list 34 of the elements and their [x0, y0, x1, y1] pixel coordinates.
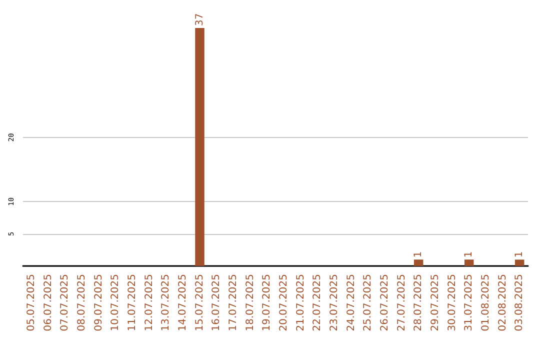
data-label: 1	[413, 251, 424, 258]
x-tick-label: 25.07.2025	[362, 274, 374, 332]
x-tick-label: 13.07.2025	[160, 274, 172, 332]
x-tick-label: 15.07.2025	[194, 274, 206, 332]
x-tick-label: 03.08.2025	[514, 274, 526, 332]
x-tick-label: 01.08.2025	[480, 274, 492, 332]
x-tick-label: 20.07.2025	[278, 274, 290, 332]
x-tick-label: 08.07.2025	[76, 274, 88, 332]
x-tick-label: 05.07.2025	[26, 274, 37, 332]
x-tick-label: 19.07.2025	[262, 274, 273, 332]
x-tick-label: 14.07.2025	[177, 274, 188, 332]
x-tick-label: 24.07.2025	[346, 274, 357, 332]
x-tick-label: 17.07.2025	[228, 274, 239, 332]
x-tick-label: 02.08.2025	[497, 274, 508, 332]
data-label: 1	[514, 251, 526, 258]
x-tick-label: 22.07.2025	[312, 274, 324, 332]
x-tick-label: 18.07.2025	[244, 274, 256, 332]
x-tick-label: 27.07.2025	[396, 274, 408, 332]
x-tick-label: 12.07.2025	[144, 274, 155, 332]
x-tick-label: 09.07.2025	[93, 274, 104, 332]
x-tick-label: 07.07.2025	[60, 274, 71, 332]
x-tick-label: 30.07.2025	[446, 274, 458, 332]
x-tick-label: 10.07.2025	[110, 274, 122, 332]
x-tick-label: 11.07.2025	[126, 274, 138, 332]
data-label: 37	[194, 13, 206, 26]
x-tick-label: 06.07.2025	[42, 274, 54, 332]
x-tick-label: 29.07.2025	[430, 274, 441, 332]
x-tick-label: 16.07.2025	[211, 274, 222, 332]
x-tick-label: 23.07.2025	[328, 274, 340, 332]
x-tick-label: 26.07.2025	[379, 274, 390, 332]
x-tick-label: 28.07.2025	[413, 274, 424, 332]
data-label: 1	[464, 251, 475, 258]
x-tick-label: 31.07.2025	[464, 274, 475, 332]
x-tick-label: 21.07.2025	[295, 274, 306, 332]
